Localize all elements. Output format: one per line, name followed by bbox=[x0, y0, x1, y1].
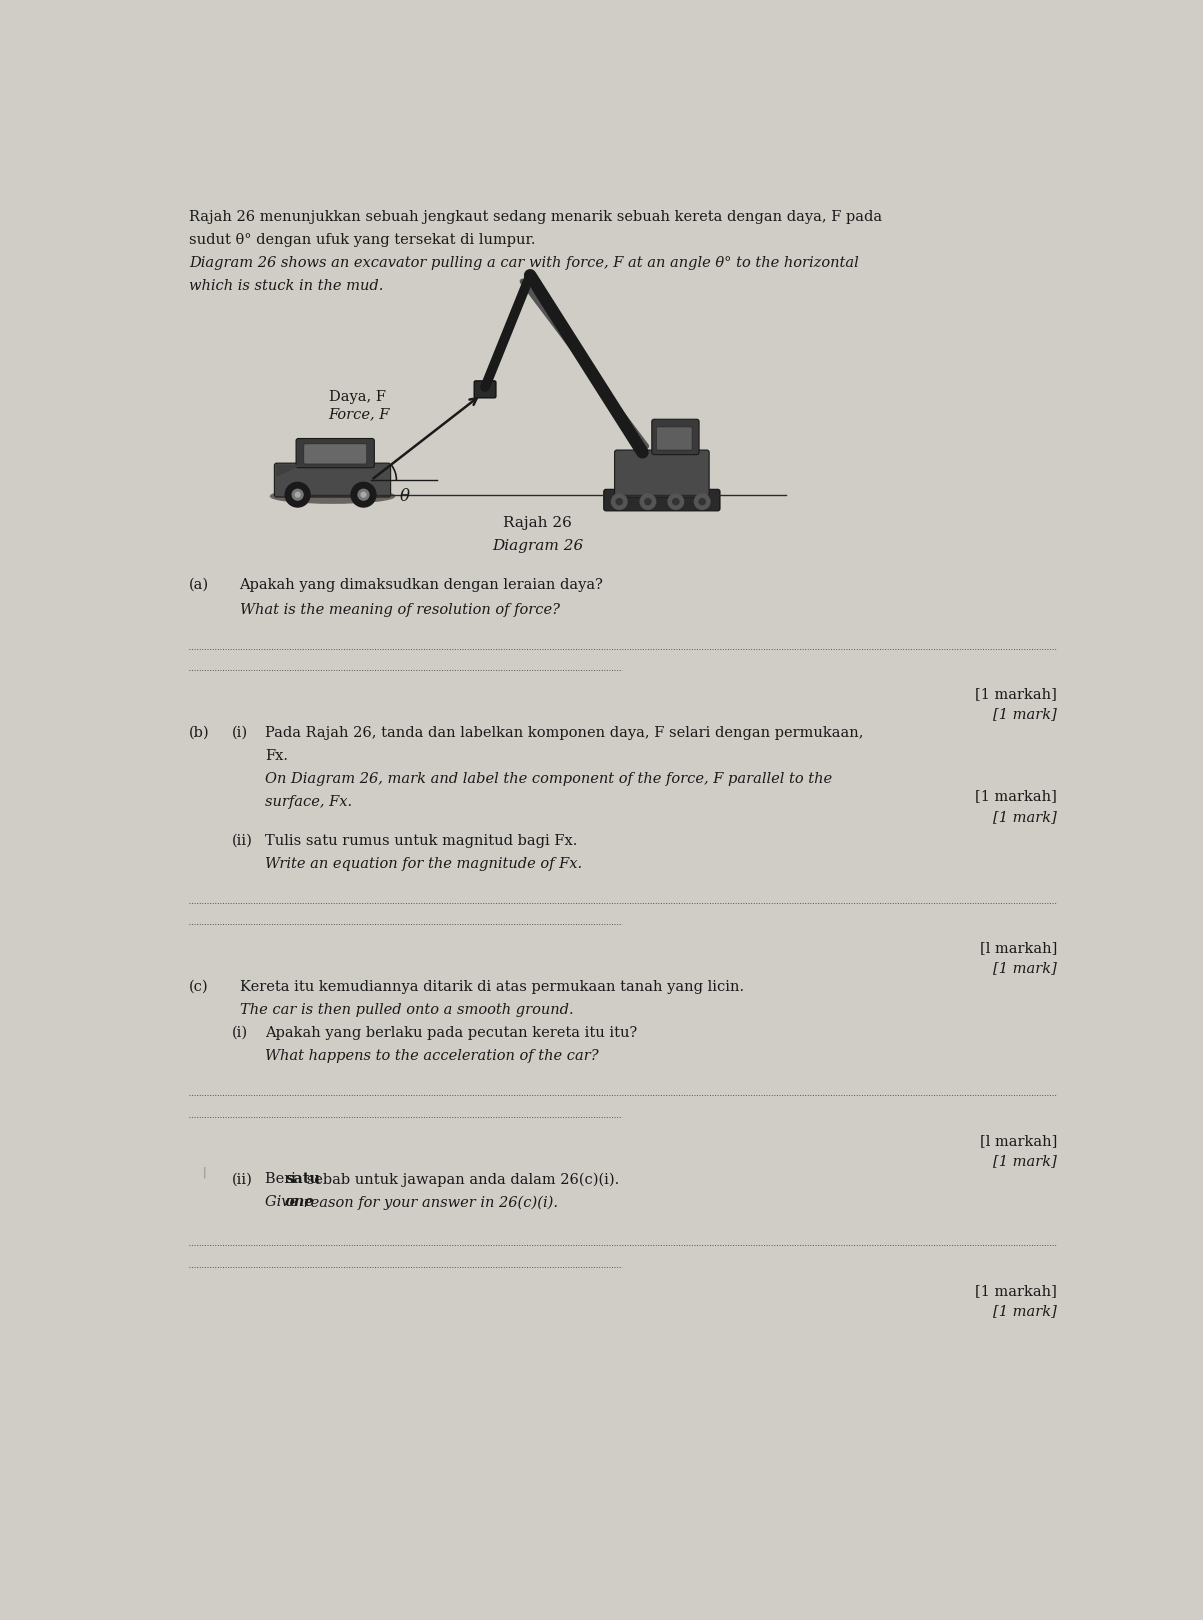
Circle shape bbox=[668, 494, 683, 509]
Circle shape bbox=[285, 483, 310, 507]
Text: [1 mark]: [1 mark] bbox=[994, 1304, 1057, 1319]
Text: [l markah]: [l markah] bbox=[979, 941, 1057, 956]
Circle shape bbox=[640, 494, 656, 509]
Text: Diagram 26 shows an excavator pulling a car with force, F at an angle θ° to the : Diagram 26 shows an excavator pulling a … bbox=[189, 256, 859, 271]
Text: Rajah 26 menunjukkan sebuah jengkaut sedang menarik sebuah kereta dengan daya, F: Rajah 26 menunjukkan sebuah jengkaut sed… bbox=[189, 211, 882, 224]
Text: Apakah yang dimaksudkan dengan leraian daya?: Apakah yang dimaksudkan dengan leraian d… bbox=[239, 578, 604, 591]
FancyBboxPatch shape bbox=[615, 450, 709, 497]
FancyBboxPatch shape bbox=[652, 420, 699, 455]
Text: Write an equation for the magnitude of Fx.: Write an equation for the magnitude of F… bbox=[265, 857, 582, 870]
Ellipse shape bbox=[271, 489, 395, 504]
FancyBboxPatch shape bbox=[657, 428, 692, 450]
FancyBboxPatch shape bbox=[296, 439, 374, 468]
Circle shape bbox=[295, 492, 300, 497]
Text: Beri: Beri bbox=[265, 1173, 301, 1186]
Text: Force, F: Force, F bbox=[328, 407, 390, 421]
Text: (c): (c) bbox=[189, 980, 209, 993]
Text: one: one bbox=[284, 1196, 314, 1210]
Text: Kereta itu kemudiannya ditarik di atas permukaan tanah yang licin.: Kereta itu kemudiannya ditarik di atas p… bbox=[239, 980, 743, 993]
Text: |: | bbox=[203, 1166, 207, 1178]
Text: [1 markah]: [1 markah] bbox=[976, 687, 1057, 701]
FancyBboxPatch shape bbox=[304, 444, 367, 463]
Text: Fx.: Fx. bbox=[265, 748, 288, 763]
Text: Tulis satu rumus untuk magnitud bagi Fx.: Tulis satu rumus untuk magnitud bagi Fx. bbox=[265, 834, 577, 847]
Circle shape bbox=[645, 499, 651, 505]
Text: (ii): (ii) bbox=[232, 834, 253, 847]
Text: sebab untuk jawapan anda dalam 26(c)(i).: sebab untuk jawapan anda dalam 26(c)(i). bbox=[302, 1173, 620, 1187]
Circle shape bbox=[611, 494, 627, 509]
Circle shape bbox=[699, 499, 705, 505]
Text: [l markah]: [l markah] bbox=[979, 1134, 1057, 1149]
Text: What is the meaning of resolution of force?: What is the meaning of resolution of for… bbox=[239, 603, 559, 617]
Text: Apakah yang berlaku pada pecutan kereta itu itu?: Apakah yang berlaku pada pecutan kereta … bbox=[265, 1025, 638, 1040]
Text: sudut θ° dengan ufuk yang tersekat di lumpur.: sudut θ° dengan ufuk yang tersekat di lu… bbox=[189, 233, 535, 246]
Text: What happens to the acceleration of the car?: What happens to the acceleration of the … bbox=[265, 1050, 599, 1063]
FancyBboxPatch shape bbox=[604, 489, 721, 510]
Text: satu: satu bbox=[285, 1173, 320, 1186]
Circle shape bbox=[616, 499, 622, 505]
Text: [1 markah]: [1 markah] bbox=[976, 1285, 1057, 1298]
Circle shape bbox=[361, 492, 366, 497]
Text: reason for your answer in 26(c)(i).: reason for your answer in 26(c)(i). bbox=[300, 1196, 558, 1210]
Circle shape bbox=[694, 494, 710, 509]
Text: (a): (a) bbox=[189, 578, 209, 591]
Text: surface, Fx.: surface, Fx. bbox=[265, 795, 352, 808]
Circle shape bbox=[672, 499, 678, 505]
Circle shape bbox=[292, 489, 303, 501]
Text: Diagram 26: Diagram 26 bbox=[492, 539, 583, 554]
FancyBboxPatch shape bbox=[474, 381, 496, 399]
Circle shape bbox=[351, 483, 375, 507]
Text: θ: θ bbox=[399, 488, 410, 505]
Text: [1 mark]: [1 mark] bbox=[994, 961, 1057, 975]
Text: [1 mark]: [1 mark] bbox=[994, 708, 1057, 721]
Text: (i): (i) bbox=[232, 726, 248, 740]
Text: Rajah 26: Rajah 26 bbox=[503, 517, 573, 530]
Text: The car is then pulled onto a smooth ground.: The car is then pulled onto a smooth gro… bbox=[239, 1003, 573, 1017]
Text: Daya, F: Daya, F bbox=[328, 390, 386, 403]
Text: [1 mark]: [1 mark] bbox=[994, 1153, 1057, 1168]
FancyBboxPatch shape bbox=[274, 463, 391, 497]
Polygon shape bbox=[277, 465, 298, 476]
Text: (b): (b) bbox=[189, 726, 209, 740]
Text: [1 markah]: [1 markah] bbox=[976, 789, 1057, 804]
Text: Pada Rajah 26, tanda dan labelkan komponen daya, F selari dengan permukaan,: Pada Rajah 26, tanda dan labelkan kompon… bbox=[265, 726, 864, 740]
Circle shape bbox=[358, 489, 369, 501]
Text: Give: Give bbox=[265, 1196, 303, 1210]
Text: which is stuck in the mud.: which is stuck in the mud. bbox=[189, 279, 384, 293]
Text: [1 mark]: [1 mark] bbox=[994, 810, 1057, 825]
Text: (ii): (ii) bbox=[232, 1173, 253, 1186]
Text: On Diagram 26, mark and label the component of the force, F parallel to the: On Diagram 26, mark and label the compon… bbox=[265, 771, 832, 786]
Text: (i): (i) bbox=[232, 1025, 248, 1040]
